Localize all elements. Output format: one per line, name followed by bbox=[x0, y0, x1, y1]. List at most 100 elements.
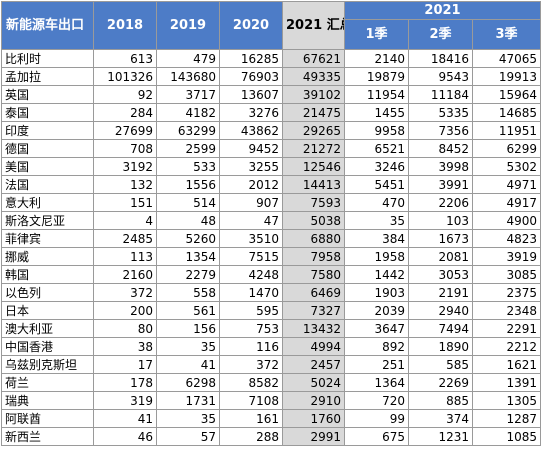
value-2019-cell[interactable]: 35 bbox=[156, 409, 220, 428]
value-2020-cell[interactable]: 43862 bbox=[219, 121, 283, 140]
country-cell[interactable]: 孟加拉 bbox=[1, 67, 94, 86]
value-2019-cell[interactable]: 57 bbox=[156, 427, 220, 446]
value-2020-cell[interactable]: 116 bbox=[219, 337, 283, 356]
value-2018-cell[interactable]: 113 bbox=[93, 247, 157, 266]
value-2019-cell[interactable]: 48 bbox=[156, 211, 220, 230]
q2-cell[interactable]: 7356 bbox=[408, 121, 473, 140]
total-2021-cell[interactable]: 6880 bbox=[282, 229, 345, 248]
value-2018-cell[interactable]: 319 bbox=[93, 391, 157, 410]
q1-cell[interactable]: 470 bbox=[344, 193, 409, 212]
total-2021-cell[interactable]: 7958 bbox=[282, 247, 345, 266]
q1-cell[interactable]: 9958 bbox=[344, 121, 409, 140]
value-2018-cell[interactable]: 613 bbox=[93, 49, 157, 68]
q1-cell[interactable]: 2140 bbox=[344, 49, 409, 68]
value-2019-cell[interactable]: 2279 bbox=[156, 265, 220, 284]
q2-cell[interactable]: 3991 bbox=[408, 175, 473, 194]
q3-cell[interactable]: 47065 bbox=[471, 49, 541, 68]
value-2018-cell[interactable]: 178 bbox=[93, 373, 157, 392]
value-2019-cell[interactable]: 35 bbox=[156, 337, 220, 356]
country-cell[interactable]: 印度 bbox=[1, 121, 94, 140]
q3-cell[interactable]: 2291 bbox=[471, 319, 541, 338]
value-2020-cell[interactable]: 3276 bbox=[219, 103, 283, 122]
country-cell[interactable]: 韩国 bbox=[1, 265, 94, 284]
country-cell[interactable]: 瑞典 bbox=[1, 391, 94, 410]
country-cell[interactable]: 中国香港 bbox=[1, 337, 94, 356]
total-2021-cell[interactable]: 7580 bbox=[282, 265, 345, 284]
q2-cell[interactable]: 1231 bbox=[408, 427, 473, 446]
q1-cell[interactable]: 384 bbox=[344, 229, 409, 248]
total-2021-cell[interactable]: 5038 bbox=[282, 211, 345, 230]
q3-cell[interactable]: 14685 bbox=[471, 103, 541, 122]
value-2020-cell[interactable]: 7108 bbox=[219, 391, 283, 410]
q3-cell[interactable]: 4917 bbox=[471, 193, 541, 212]
total-2021-cell[interactable]: 6469 bbox=[282, 283, 345, 302]
value-2019-cell[interactable]: 533 bbox=[156, 157, 220, 176]
total-2021-cell[interactable]: 21272 bbox=[282, 139, 345, 158]
country-cell[interactable]: 美国 bbox=[1, 157, 94, 176]
q2-cell[interactable]: 3998 bbox=[408, 157, 473, 176]
country-cell[interactable]: 德国 bbox=[1, 139, 94, 158]
q2-cell[interactable]: 7494 bbox=[408, 319, 473, 338]
q2-cell[interactable]: 18416 bbox=[408, 49, 473, 68]
total-2021-cell[interactable]: 49335 bbox=[282, 67, 345, 86]
value-2018-cell[interactable]: 101326 bbox=[93, 67, 157, 86]
total-2021-cell[interactable]: 2910 bbox=[282, 391, 345, 410]
q2-cell[interactable]: 2206 bbox=[408, 193, 473, 212]
value-2018-cell[interactable]: 41 bbox=[93, 409, 157, 428]
country-cell[interactable]: 比利时 bbox=[1, 49, 94, 68]
q2-cell[interactable]: 2081 bbox=[408, 247, 473, 266]
q2-cell[interactable]: 8452 bbox=[408, 139, 473, 158]
value-2020-cell[interactable]: 7515 bbox=[219, 247, 283, 266]
q2-cell[interactable]: 3053 bbox=[408, 265, 473, 284]
q1-cell[interactable]: 1903 bbox=[344, 283, 409, 302]
q2-cell[interactable]: 1890 bbox=[408, 337, 473, 356]
value-2018-cell[interactable]: 284 bbox=[93, 103, 157, 122]
q2-cell[interactable]: 2191 bbox=[408, 283, 473, 302]
q2-cell[interactable]: 9543 bbox=[408, 67, 473, 86]
value-2018-cell[interactable]: 27699 bbox=[93, 121, 157, 140]
country-cell[interactable]: 以色列 bbox=[1, 283, 94, 302]
q2-cell[interactable]: 585 bbox=[408, 355, 473, 374]
value-2020-cell[interactable]: 753 bbox=[219, 319, 283, 338]
value-2020-cell[interactable]: 16285 bbox=[219, 49, 283, 68]
country-cell[interactable]: 挪威 bbox=[1, 247, 94, 266]
total-2021-cell[interactable]: 1760 bbox=[282, 409, 345, 428]
q2-cell[interactable]: 11184 bbox=[408, 85, 473, 104]
value-2020-cell[interactable]: 372 bbox=[219, 355, 283, 374]
value-2019-cell[interactable]: 3717 bbox=[156, 85, 220, 104]
q1-cell[interactable]: 5451 bbox=[344, 175, 409, 194]
q2-cell[interactable]: 2940 bbox=[408, 301, 473, 320]
total-2021-cell[interactable]: 5024 bbox=[282, 373, 345, 392]
value-2019-cell[interactable]: 1354 bbox=[156, 247, 220, 266]
total-2021-cell[interactable]: 4994 bbox=[282, 337, 345, 356]
total-2021-cell[interactable]: 2457 bbox=[282, 355, 345, 374]
value-2020-cell[interactable]: 907 bbox=[219, 193, 283, 212]
q1-cell[interactable]: 6521 bbox=[344, 139, 409, 158]
q1-cell[interactable]: 1364 bbox=[344, 373, 409, 392]
value-2020-cell[interactable]: 9452 bbox=[219, 139, 283, 158]
country-cell[interactable]: 意大利 bbox=[1, 193, 94, 212]
value-2019-cell[interactable]: 561 bbox=[156, 301, 220, 320]
q1-cell[interactable]: 99 bbox=[344, 409, 409, 428]
total-2021-cell[interactable]: 21475 bbox=[282, 103, 345, 122]
q3-cell[interactable]: 1287 bbox=[471, 409, 541, 428]
value-2020-cell[interactable]: 595 bbox=[219, 301, 283, 320]
q3-cell[interactable]: 1621 bbox=[471, 355, 541, 374]
q3-cell[interactable]: 1305 bbox=[471, 391, 541, 410]
value-2018-cell[interactable]: 4 bbox=[93, 211, 157, 230]
q3-cell[interactable]: 3085 bbox=[471, 265, 541, 284]
q3-cell[interactable]: 19913 bbox=[471, 67, 541, 86]
value-2020-cell[interactable]: 3510 bbox=[219, 229, 283, 248]
q1-cell[interactable]: 251 bbox=[344, 355, 409, 374]
value-2019-cell[interactable]: 2599 bbox=[156, 139, 220, 158]
total-2021-cell[interactable]: 7593 bbox=[282, 193, 345, 212]
q3-cell[interactable]: 1085 bbox=[471, 427, 541, 446]
country-cell[interactable]: 乌兹别克斯坦 bbox=[1, 355, 94, 374]
value-2018-cell[interactable]: 200 bbox=[93, 301, 157, 320]
q3-cell[interactable]: 4823 bbox=[471, 229, 541, 248]
q2-cell[interactable]: 2269 bbox=[408, 373, 473, 392]
total-2021-cell[interactable]: 12546 bbox=[282, 157, 345, 176]
value-2018-cell[interactable]: 151 bbox=[93, 193, 157, 212]
q1-cell[interactable]: 35 bbox=[344, 211, 409, 230]
country-cell[interactable]: 日本 bbox=[1, 301, 94, 320]
